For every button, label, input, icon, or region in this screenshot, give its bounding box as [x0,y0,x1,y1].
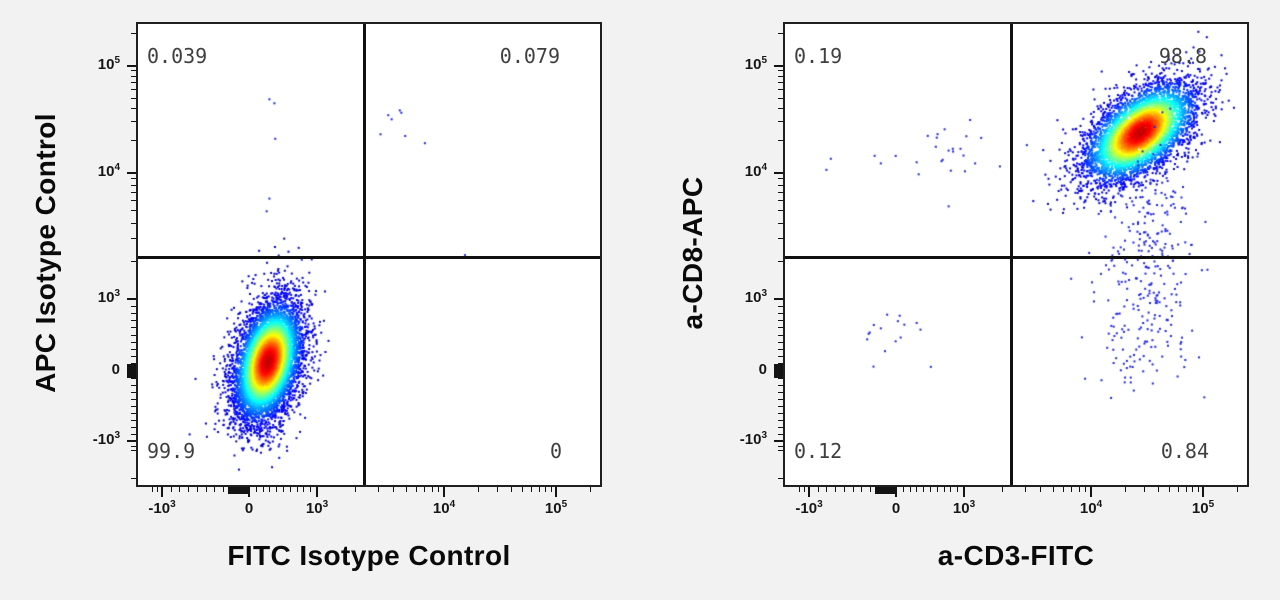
x-axis-title: FITC Isotype Control [227,540,511,571]
quadrant-gate-horizontal-line [785,255,1247,259]
quadrant-stat-lower-left: 99.9 [147,439,196,463]
y-axis: -103 0 103 104 105 [10,22,136,487]
plot-area: 0.19 98.8 0.12 0.84 [783,22,1249,487]
y-axis: -103 0 103 104 105 [657,22,783,487]
dot-plot-canvas [785,24,1247,485]
quadrant-stat-upper-left: 0.19 [794,44,843,68]
x-axis-title: a-CD3-FITC [937,540,1095,571]
cd3-cd8-panel: a-CD8-APC 0.19 98.8 0.12 0.84 -103 0 103 10… [647,0,1280,600]
quadrant-gate-vertical-line [362,24,366,485]
quadrant-stat-lower-right: 0 [549,439,562,463]
isotype-control-panel: APC Isotype Control 0.039 0.079 99.9 0 -… [0,0,633,600]
quadrant-stat-lower-left: 0.12 [794,439,843,463]
quadrant-gate-horizontal-line [138,255,600,259]
quadrant-stat-upper-right: 0.079 [499,44,560,68]
quadrant-stat-lower-right: 0.84 [1160,439,1209,463]
quadrant-stat-upper-right: 98.8 [1158,44,1207,68]
x-axis: -103 0 103 104 105 [136,487,602,539]
quadrant-stat-upper-left: 0.039 [147,44,208,68]
quadrant-gate-vertical-line [1009,24,1013,485]
dot-plot-canvas [138,24,600,485]
plot-area: 0.039 0.079 99.9 0 [136,22,602,487]
x-axis: -103 0 103 104 105 [783,487,1249,539]
